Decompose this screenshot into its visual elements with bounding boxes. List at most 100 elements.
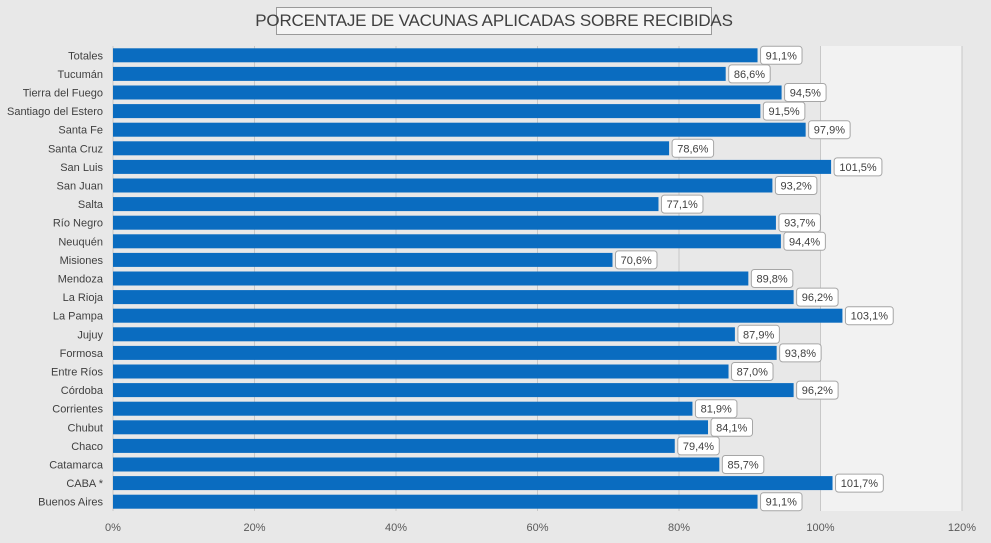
- data-label-box: [671, 138, 715, 158]
- bar: [113, 345, 777, 360]
- data-label: 87,0%: [737, 367, 768, 379]
- data-label-box: [783, 231, 826, 251]
- data-label: 70,6%: [621, 255, 652, 267]
- data-label: 84,1%: [716, 422, 747, 434]
- bar: [113, 271, 749, 286]
- data-label: 94,4%: [789, 236, 820, 248]
- data-label: 78,6%: [677, 143, 708, 155]
- data-label: 97,9%: [814, 125, 845, 137]
- bar: [113, 383, 794, 398]
- data-label: 91,1%: [766, 50, 797, 62]
- data-label-box: [784, 83, 827, 102]
- data-label: 93,2%: [781, 181, 812, 193]
- bar: [113, 215, 776, 230]
- data-label: 91,1%: [766, 497, 797, 509]
- category-label: Tucumán: [58, 69, 103, 81]
- category-label: San Luis: [60, 162, 103, 174]
- bar: [113, 104, 761, 119]
- bar: [113, 438, 675, 453]
- bar: [113, 141, 670, 156]
- data-label-box: [796, 380, 839, 400]
- category-label: CABA *: [66, 478, 103, 490]
- data-label: 93,7%: [784, 218, 815, 230]
- x-tick-label: 40%: [385, 522, 407, 534]
- bar: [113, 66, 726, 81]
- data-label: 103,1%: [851, 311, 889, 323]
- data-label-box: [750, 269, 794, 288]
- category-label: Santa Cruz: [48, 143, 103, 155]
- category-label: Mendoza: [58, 274, 104, 286]
- data-label: 101,7%: [841, 478, 879, 490]
- bar: [113, 327, 735, 342]
- data-label-box: [833, 157, 883, 177]
- data-label-box: [778, 213, 821, 233]
- data-label: 79,4%: [683, 441, 714, 453]
- x-tick-label: 100%: [806, 522, 834, 534]
- category-label: San Juan: [57, 181, 103, 193]
- data-label-box: [614, 250, 658, 270]
- x-tick-label: 60%: [526, 522, 548, 534]
- category-label: Formosa: [60, 348, 104, 360]
- data-label-box: [710, 417, 754, 437]
- data-label: 81,9%: [701, 404, 732, 416]
- x-tick-label: 120%: [948, 522, 976, 534]
- bar: [113, 85, 782, 100]
- data-label: 91,5%: [769, 106, 800, 118]
- data-label: 93,8%: [785, 348, 816, 360]
- category-label: Salta: [78, 199, 104, 211]
- shaded-band: [820, 46, 962, 511]
- bar: [113, 364, 729, 379]
- data-label: 86,6%: [734, 69, 765, 81]
- data-label-box: [660, 194, 704, 214]
- category-label: Catamarca: [49, 460, 104, 472]
- category-label: Río Negro: [53, 218, 103, 230]
- data-label: 85,7%: [727, 460, 758, 472]
- data-label-box: [760, 492, 803, 512]
- category-label: Tierra del Fuego: [23, 88, 103, 100]
- category-label: Totales: [68, 50, 103, 62]
- data-label: 101,5%: [839, 162, 877, 174]
- data-label-box: [779, 343, 822, 363]
- data-label: 96,2%: [802, 385, 833, 397]
- data-label-box: [677, 436, 720, 456]
- data-label: 77,1%: [667, 199, 698, 211]
- bar: [113, 234, 781, 249]
- data-label-box: [762, 101, 806, 121]
- bar: [113, 420, 709, 435]
- data-label-box: [737, 324, 780, 344]
- data-label-box: [796, 287, 839, 307]
- x-tick-label: 0%: [105, 522, 121, 534]
- category-label: Chaco: [71, 441, 103, 453]
- category-label: Corrientes: [52, 404, 103, 416]
- category-label: Santa Fe: [58, 125, 103, 137]
- bar: [113, 290, 794, 305]
- category-label: Buenos Aires: [38, 497, 103, 509]
- bar: [113, 308, 843, 323]
- data-label-box: [728, 64, 771, 84]
- category-label: Entre Ríos: [51, 367, 103, 379]
- category-label: Chubut: [68, 422, 103, 434]
- data-label: 94,5%: [790, 88, 821, 100]
- category-label: Misiones: [60, 255, 104, 267]
- data-label: 89,8%: [756, 274, 787, 286]
- data-label-box: [844, 306, 894, 326]
- bar: [113, 197, 659, 212]
- category-label: Santiago del Estero: [7, 106, 103, 118]
- bar: [113, 401, 693, 416]
- data-label-box: [835, 473, 884, 493]
- bar: [113, 252, 613, 267]
- bar: [113, 159, 832, 174]
- data-label-box: [694, 399, 738, 419]
- data-label-box: [721, 455, 765, 474]
- category-label: Neuquén: [58, 236, 103, 248]
- data-label-box: [808, 120, 851, 140]
- x-tick-label: 20%: [243, 522, 265, 534]
- data-label-box: [760, 45, 803, 65]
- bar: [113, 122, 806, 137]
- bar: [113, 494, 758, 509]
- data-label: 96,2%: [802, 292, 833, 304]
- chart-title: PORCENTAJE DE VACUNAS APLICADAS SOBRE RE…: [255, 7, 733, 35]
- bar: [113, 476, 833, 491]
